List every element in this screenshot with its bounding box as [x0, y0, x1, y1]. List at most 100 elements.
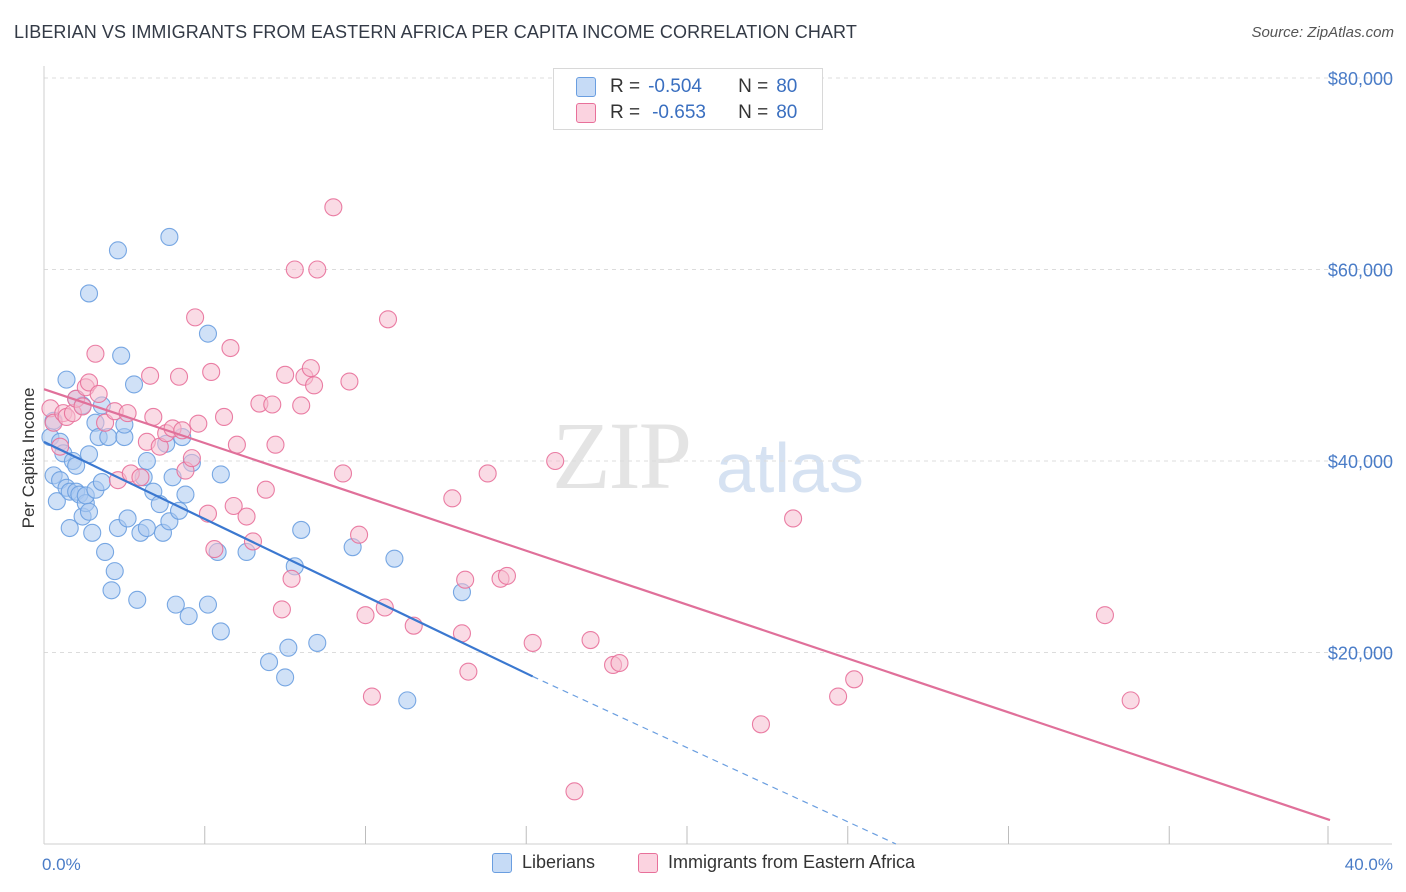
stats-r-label: R =	[610, 76, 641, 97]
point-liberians	[96, 542, 115, 562]
point-eastern-africa	[256, 480, 275, 499]
stats-legend: R = -0.504 N = 80 R = -0.653 N = 80	[553, 68, 823, 130]
point-eastern-africa	[845, 670, 864, 689]
point-eastern-africa	[292, 396, 311, 415]
y-tick-label: $80,000	[1328, 69, 1393, 89]
legend-item-eastern-africa[interactable]: Immigrants from Eastern Africa	[638, 852, 915, 873]
point-liberians	[398, 691, 417, 710]
point-eastern-africa	[456, 570, 475, 589]
point-eastern-africa	[205, 540, 224, 559]
point-liberians	[211, 465, 230, 484]
point-liberians	[198, 595, 218, 614]
point-eastern-africa	[308, 260, 327, 279]
source-label: Source: ZipAtlas.com	[1251, 24, 1394, 41]
point-eastern-africa	[285, 260, 304, 279]
point-liberians	[108, 241, 127, 260]
point-eastern-africa	[118, 404, 137, 423]
y-tick-label: $60,000	[1328, 261, 1393, 281]
legend-swatch-eastern-africa	[638, 852, 658, 873]
bottom-legend: Liberians Immigrants from Eastern Africa	[0, 852, 1406, 878]
point-liberians	[166, 595, 185, 614]
y-tick-label: $20,000	[1328, 644, 1393, 664]
point-eastern-africa	[276, 365, 295, 384]
legend-swatch-liberians	[492, 852, 512, 873]
point-eastern-africa	[356, 606, 375, 625]
point-liberians	[160, 227, 179, 246]
legend-item-liberians[interactable]: Liberians	[492, 852, 595, 873]
point-eastern-africa	[1121, 691, 1140, 710]
stats-r-label: R =	[610, 102, 641, 123]
point-eastern-africa	[350, 525, 369, 544]
grid-lines	[44, 77, 1392, 653]
axes	[43, 66, 1392, 845]
point-liberians	[137, 451, 156, 471]
point-eastern-africa	[189, 414, 208, 433]
point-liberians	[79, 502, 99, 521]
point-liberians	[47, 492, 66, 511]
y-tick-label: $40,000	[1328, 452, 1393, 472]
point-eastern-africa	[202, 362, 221, 382]
point-eastern-africa	[272, 600, 291, 619]
point-liberians	[57, 370, 76, 389]
stats-swatch-eastern-africa	[576, 103, 596, 123]
point-liberians	[112, 346, 131, 365]
stats-n-label: N =	[738, 102, 769, 123]
point-liberians	[308, 633, 327, 652]
stats-n-value: 80	[776, 102, 798, 123]
point-eastern-africa	[266, 435, 285, 454]
point-liberians	[60, 518, 79, 538]
x-tick-label: 0.0%	[42, 855, 81, 874]
point-eastern-africa	[784, 509, 803, 528]
point-eastern-africa	[581, 631, 600, 650]
point-eastern-africa	[73, 397, 92, 416]
point-liberians	[259, 653, 279, 672]
point-eastern-africa	[324, 198, 343, 217]
point-eastern-africa	[301, 359, 320, 378]
point-liberians	[198, 324, 218, 343]
trend-line-liberians	[43, 440, 534, 678]
point-liberians	[276, 668, 295, 687]
point-liberians	[176, 485, 195, 504]
legend-label-liberians: Liberians	[522, 852, 596, 872]
point-eastern-africa	[86, 344, 105, 363]
stats-r-value: -0.653	[652, 102, 706, 123]
point-eastern-africa	[169, 367, 189, 386]
point-liberians	[211, 622, 230, 641]
point-liberians	[292, 520, 311, 539]
point-eastern-africa	[829, 687, 848, 706]
point-liberians	[385, 549, 404, 568]
point-liberians	[83, 523, 102, 542]
point-eastern-africa	[305, 376, 324, 395]
stats-swatch-liberians	[576, 77, 596, 97]
point-eastern-africa	[443, 489, 462, 508]
point-liberians	[124, 375, 144, 394]
point-eastern-africa	[565, 782, 584, 801]
point-eastern-africa	[1095, 606, 1114, 625]
point-liberians	[137, 518, 156, 538]
point-eastern-africa	[282, 569, 301, 588]
point-liberians	[92, 473, 111, 492]
point-eastern-africa	[333, 464, 353, 483]
point-liberians	[102, 581, 121, 600]
x-tick-label: 40.0%	[1345, 855, 1393, 874]
point-eastern-africa	[378, 310, 398, 329]
point-eastern-africa	[221, 338, 240, 358]
point-eastern-africa	[131, 468, 150, 487]
point-eastern-africa	[89, 384, 108, 404]
point-liberians	[79, 284, 99, 303]
point-eastern-africa	[182, 449, 201, 468]
data-points	[41, 198, 1140, 801]
point-eastern-africa	[523, 633, 542, 652]
stats-r-value: -0.504	[648, 76, 702, 97]
point-eastern-africa	[546, 451, 565, 471]
y-axis-label: Per Capita Income	[19, 388, 38, 529]
point-liberians	[128, 590, 147, 609]
point-eastern-africa	[610, 653, 629, 673]
point-eastern-africa	[478, 464, 497, 483]
watermark-zip: ZIP	[552, 402, 692, 509]
watermark-atlas: atlas	[716, 429, 864, 507]
stats-n-label: N =	[738, 76, 769, 97]
trend-line-eastern-africa	[43, 388, 1331, 822]
point-liberians	[179, 607, 198, 626]
